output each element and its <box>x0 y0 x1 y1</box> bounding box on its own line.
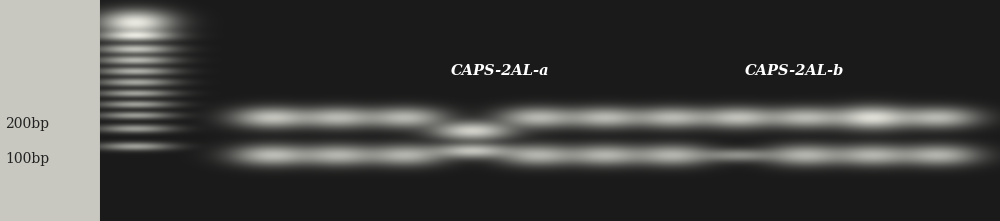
Text: 200bp: 200bp <box>5 117 49 131</box>
Text: 100bp: 100bp <box>5 152 49 166</box>
Text: CAPS-2AL-b: CAPS-2AL-b <box>745 64 845 78</box>
Text: CAPS-2AL-a: CAPS-2AL-a <box>451 64 549 78</box>
